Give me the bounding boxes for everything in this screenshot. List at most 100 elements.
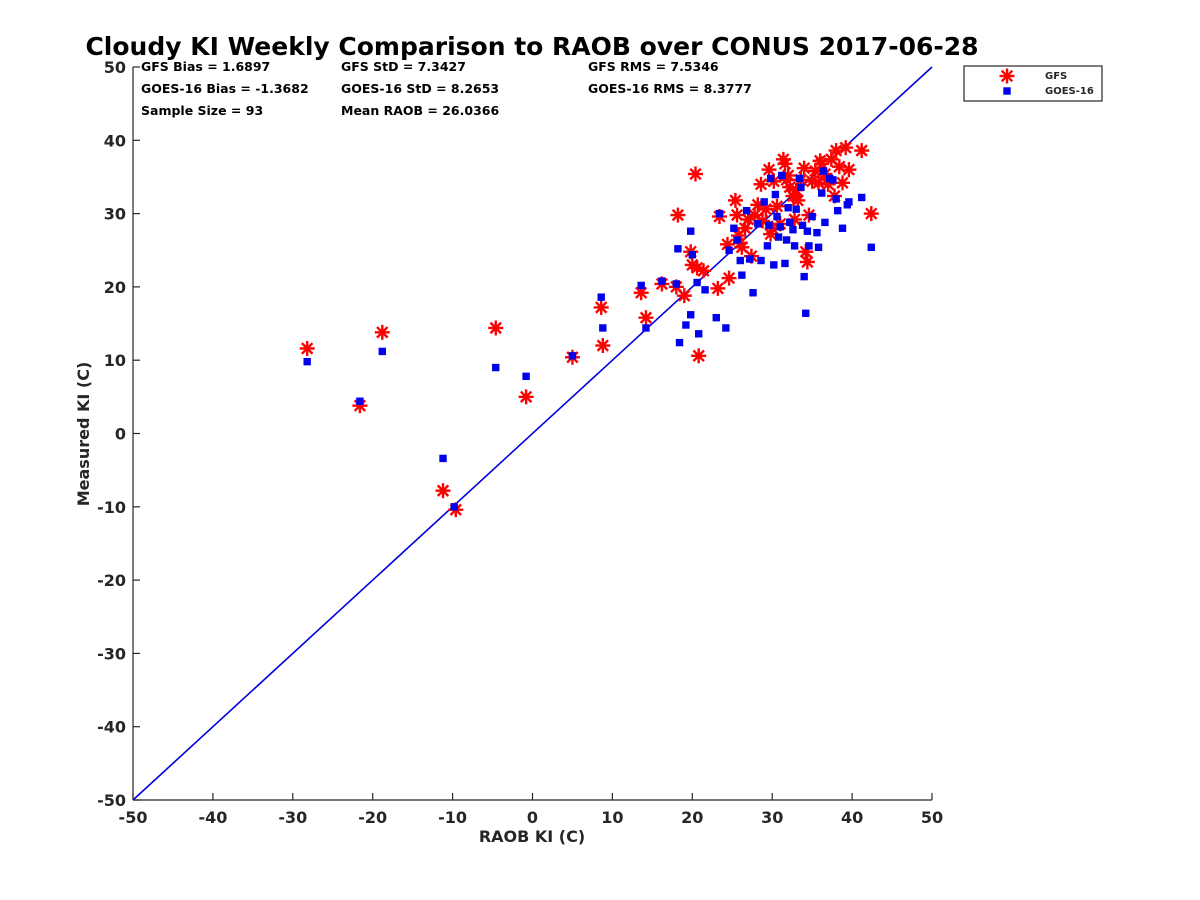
stat-gfs-std: GFS StD = 7.3427	[341, 59, 466, 74]
legend-goes16-square	[1003, 87, 1011, 95]
goes16-point	[568, 352, 577, 360]
gfs-point	[796, 160, 812, 176]
goes16-point	[834, 206, 842, 215]
goes16-point	[770, 261, 778, 269]
goes16-point	[682, 321, 690, 329]
x-tick-label: -50	[119, 808, 148, 827]
gfs-point	[811, 175, 827, 191]
goes16-point	[754, 220, 762, 228]
goes16-point	[778, 171, 786, 180]
legend-gfs-marker	[999, 68, 1015, 84]
gfs-point	[721, 270, 737, 286]
goes16-point	[808, 212, 816, 221]
goes16-point	[776, 223, 784, 231]
x-tick-label: 20	[681, 808, 703, 827]
gfs-point	[518, 389, 534, 405]
goes16-point	[803, 227, 812, 235]
goes16-point	[687, 311, 695, 319]
goes16-point	[715, 209, 724, 218]
goes16-point	[736, 256, 744, 265]
gfs-point	[799, 254, 815, 270]
legend-gfs-label: GFS	[1045, 71, 1067, 82]
goes16-point	[765, 221, 773, 230]
gfs-point	[769, 198, 785, 214]
goes16-point	[712, 313, 720, 322]
goes16-point	[599, 324, 607, 332]
goes16-point	[522, 372, 530, 381]
x-tick-label: 40	[841, 808, 863, 827]
goes16-point	[821, 218, 829, 227]
goes16-point	[642, 324, 650, 332]
goes16-point	[798, 221, 807, 230]
legend-box	[963, 65, 1103, 102]
goes16-point	[675, 338, 684, 347]
goes16-point	[730, 224, 738, 232]
x-tick-label: 30	[761, 808, 783, 827]
goes16-point	[813, 228, 821, 237]
x-tick-label: 0	[527, 808, 538, 827]
goes16-point	[784, 204, 792, 212]
goes16-point	[829, 176, 837, 184]
goes16-point	[746, 255, 754, 263]
y-axis-label: Measured KI (C)	[74, 362, 93, 507]
gfs-point	[670, 207, 686, 223]
goes16-point	[760, 198, 768, 206]
goes16-point	[694, 330, 703, 338]
goes16-point	[792, 205, 800, 213]
gfs-point	[812, 153, 828, 169]
gfs-point	[761, 162, 777, 178]
goes16-point	[597, 293, 605, 301]
goes16-point	[763, 242, 772, 250]
goes16-point	[857, 193, 866, 202]
goes16-point	[802, 309, 810, 317]
gfs-point	[753, 176, 769, 192]
gfs-point	[638, 310, 654, 326]
gfs-point	[676, 288, 692, 304]
y-tick-label: -30	[97, 644, 126, 663]
goes16-point	[658, 277, 666, 285]
gfs-point	[727, 192, 743, 208]
goes16-point	[492, 363, 500, 372]
goes16-point	[797, 183, 805, 191]
gfs-point	[435, 483, 451, 499]
chart-title: Cloudy KI Weekly Comparison to RAOB over…	[85, 32, 978, 61]
x-tick-label: -10	[438, 808, 467, 827]
x-axis-label: RAOB KI (C)	[479, 827, 585, 846]
gfs-point	[595, 338, 611, 354]
goes16-point	[637, 281, 645, 290]
goes16-point	[742, 206, 751, 215]
goes16-point	[757, 256, 765, 265]
stat-sample-size: Sample Size = 93	[141, 103, 263, 118]
legend-gfs-asterisk	[999, 68, 1015, 84]
stat-gfs-bias: GFS Bias = 1.6897	[141, 59, 270, 74]
goes16-point	[687, 227, 695, 235]
goes16-point	[773, 212, 781, 221]
goes16-point	[738, 271, 746, 279]
y-tick-label: 40	[104, 131, 126, 150]
goes16-point	[838, 224, 847, 232]
gfs-point	[790, 192, 806, 208]
y-tick-label: 10	[104, 351, 126, 370]
goes16-point	[818, 189, 826, 197]
goes16-point	[749, 289, 757, 297]
goes16-point	[786, 218, 794, 227]
goes16-point	[790, 242, 799, 250]
gfs-point	[710, 280, 726, 296]
gfs-point	[691, 348, 707, 364]
y-axis-ticks: 50 40 30 20 10 0 -10 -20 -30 -40 -50	[97, 58, 140, 810]
x-tick-label: -20	[358, 808, 387, 827]
x-axis-ticks: -50 -40 -30 -20 -10 0 10 20 30 40 50	[119, 793, 943, 827]
legend: GFS GOES-16	[963, 65, 1103, 102]
goes16-point	[800, 272, 808, 281]
goes16-point	[356, 397, 364, 405]
gfs-point	[835, 175, 851, 191]
goes16-point	[693, 278, 701, 287]
stat-mean-raob: Mean RAOB = 26.0366	[341, 103, 499, 118]
stat-gfs-rms: GFS RMS = 7.5346	[588, 59, 719, 74]
goes16-point	[725, 246, 733, 254]
goes16-point	[832, 195, 840, 203]
stat-goes16-bias: GOES-16 Bias = -1.3682	[141, 81, 309, 96]
y-tick-label: -20	[97, 571, 126, 590]
gfs-point	[687, 166, 703, 182]
